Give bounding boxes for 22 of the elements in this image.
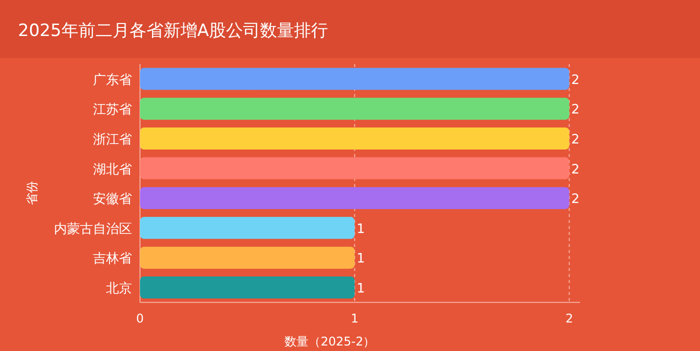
data-label: 1 (356, 282, 365, 296)
y-axis-title: 省份 (25, 181, 39, 206)
y-tick-label: 浙江省 (93, 132, 132, 148)
y-tick-label: 江苏省 (93, 102, 132, 118)
data-label: 2 (571, 72, 580, 88)
x-tick-label: 0 (136, 311, 144, 326)
data-label: 2 (571, 132, 580, 148)
x-tick-label: 1 (350, 311, 358, 326)
y-tick-label: 湖北省 (93, 162, 132, 178)
y-tick-label: 内蒙古自治区 (54, 222, 132, 237)
y-tick-label: 北京 (106, 282, 132, 296)
data-label: 2 (571, 162, 580, 178)
x-axis-title: 数量（2025-2） (284, 334, 376, 348)
y-tick-label: 吉林省 (93, 252, 132, 267)
data-label: 2 (571, 192, 580, 208)
y-tick-label: 安徽省 (93, 191, 132, 208)
data-label: 1 (356, 222, 365, 237)
chart-title: 2025年前二月各省新增A股公司数量排行 (18, 21, 328, 41)
x-tick-label: 2 (565, 311, 574, 326)
data-label: 2 (571, 102, 580, 118)
y-tick-label: 广东省 (93, 72, 132, 88)
data-label: 1 (356, 252, 365, 267)
